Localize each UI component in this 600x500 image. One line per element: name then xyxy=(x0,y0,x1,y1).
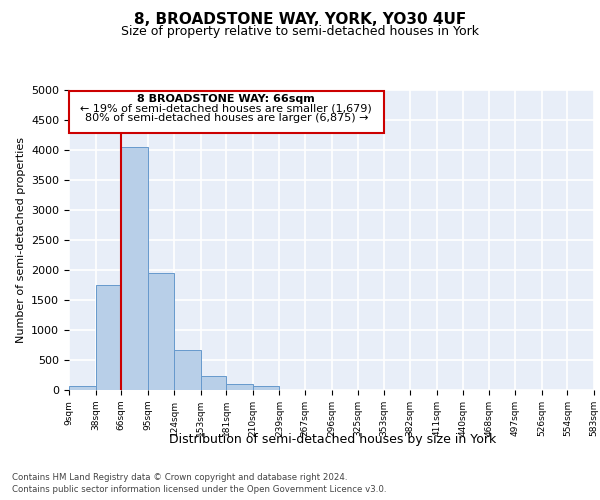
FancyBboxPatch shape xyxy=(69,90,383,132)
Text: 8 BROADSTONE WAY: 66sqm: 8 BROADSTONE WAY: 66sqm xyxy=(137,94,315,104)
Bar xyxy=(95,285,121,390)
Bar xyxy=(201,376,226,390)
Text: ← 19% of semi-detached houses are smaller (1,679): ← 19% of semi-detached houses are smalle… xyxy=(80,104,372,114)
Text: 8, BROADSTONE WAY, YORK, YO30 4UF: 8, BROADSTONE WAY, YORK, YO30 4UF xyxy=(134,12,466,28)
Text: 80% of semi-detached houses are larger (6,875) →: 80% of semi-detached houses are larger (… xyxy=(85,114,368,124)
Y-axis label: Number of semi-detached properties: Number of semi-detached properties xyxy=(16,137,26,343)
Text: Contains public sector information licensed under the Open Government Licence v3: Contains public sector information licen… xyxy=(12,485,386,494)
Text: Contains HM Land Registry data © Crown copyright and database right 2024.: Contains HM Land Registry data © Crown c… xyxy=(12,472,347,482)
Bar xyxy=(253,386,280,390)
Text: Distribution of semi-detached houses by size in York: Distribution of semi-detached houses by … xyxy=(169,432,497,446)
Text: Size of property relative to semi-detached houses in York: Size of property relative to semi-detach… xyxy=(121,25,479,38)
Bar xyxy=(121,147,148,390)
Bar xyxy=(226,384,253,390)
Bar xyxy=(69,386,95,390)
Bar xyxy=(174,350,201,390)
Bar xyxy=(148,273,174,390)
